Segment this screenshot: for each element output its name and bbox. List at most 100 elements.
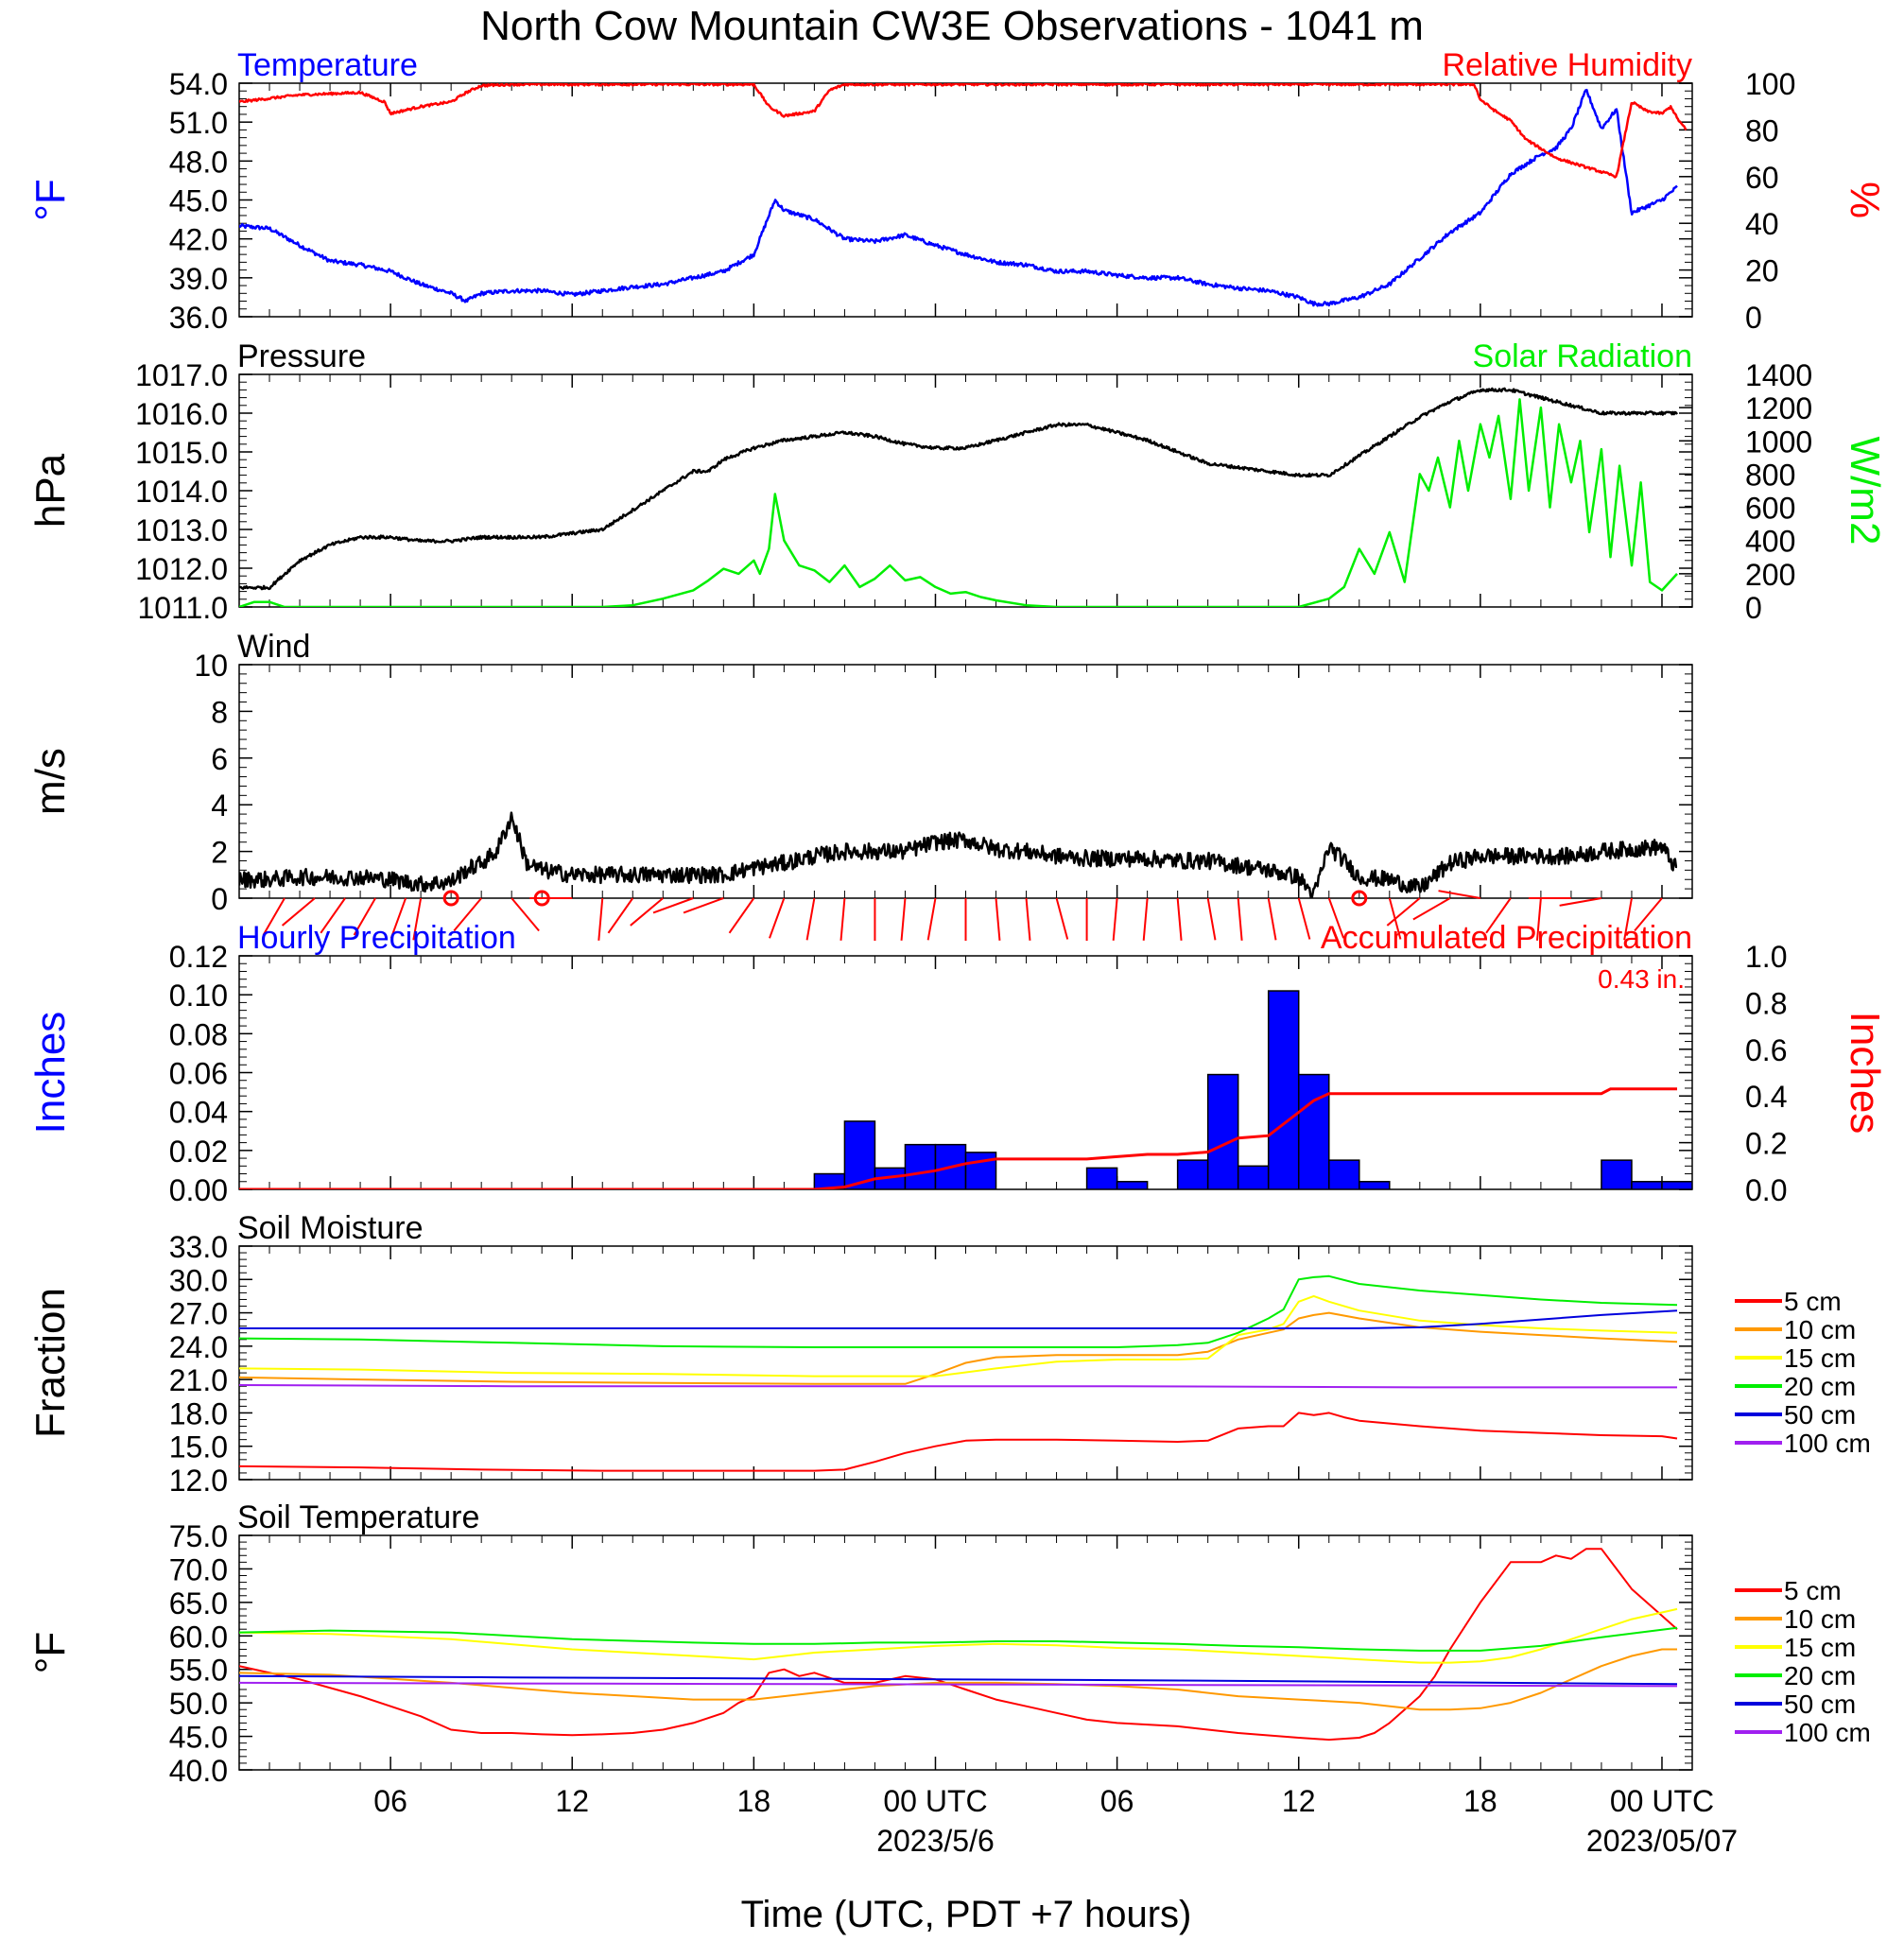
wind-barb — [453, 897, 482, 932]
wind-barb — [683, 897, 724, 914]
y-tick-label: 0.00 — [169, 1173, 228, 1207]
y-right-tick-label: 0 — [1745, 591, 1762, 625]
wind-barb — [281, 897, 316, 927]
wind-barb — [1485, 897, 1512, 934]
panel-title-left: Wind — [237, 629, 310, 665]
panel-title-right: Accumulated Precipitation — [1321, 920, 1692, 956]
series-line-temperature — [239, 88, 1678, 307]
series-line-wind — [239, 811, 1678, 898]
x-date-label: 2023/05/07 — [1586, 1824, 1738, 1858]
total-precip-label: 0.43 in. — [1598, 964, 1685, 994]
legend-label: 10 cm — [1784, 1604, 1856, 1634]
wind-barb — [900, 897, 907, 941]
y-axis-label: °F — [27, 179, 74, 220]
precip-bar — [843, 1120, 876, 1189]
y-tick-label: 0.10 — [169, 979, 228, 1013]
x-tick-label: 00 UTC — [883, 1784, 987, 1818]
y-tick-label: 45.0 — [169, 184, 228, 218]
y-right-tick-label: 0.6 — [1745, 1033, 1787, 1067]
wind-calm-marker — [442, 890, 459, 907]
panel-wind: 0 2 4 6 8 10 Wind m/s — [27, 629, 1693, 941]
plot-area — [239, 990, 1692, 1189]
wind-barb — [1025, 897, 1031, 941]
y-tick-label: 15.0 — [169, 1430, 228, 1464]
y-tick-label: 2 — [211, 836, 228, 870]
y-tick-label: 45.0 — [169, 1721, 228, 1755]
y-tick-label: 18.0 — [169, 1396, 228, 1430]
y-right-tick-label: 20 — [1745, 254, 1779, 288]
panel-title-left: Soil Temperature — [237, 1499, 479, 1535]
precip-bar — [1267, 990, 1300, 1189]
wind-barb — [320, 897, 346, 934]
y-right-tick-label: 1200 — [1745, 391, 1812, 425]
precip-bar — [934, 1143, 967, 1189]
plot-area — [239, 811, 1678, 898]
y-tick-label: 1016.0 — [135, 397, 228, 431]
y-axis-label: Fraction — [27, 1288, 74, 1438]
series-line-5-cm — [239, 1548, 1678, 1742]
y-tick-label: 12.0 — [169, 1464, 228, 1498]
y-tick-label: 0 — [211, 882, 228, 916]
y-tick-label: 65.0 — [169, 1586, 228, 1620]
wind-barb — [805, 897, 816, 941]
y-tick-label: 6 — [211, 742, 228, 776]
wind-barb — [412, 897, 423, 941]
chart-title: North Cow Mountain CW3E Observations - 1… — [480, 3, 1424, 49]
series-line-20-cm — [239, 1274, 1678, 1348]
wind-barb — [1055, 897, 1069, 940]
y-tick-label: 10 — [194, 649, 228, 683]
panel-title-left: Temperature — [237, 47, 418, 83]
wind-barb — [652, 897, 694, 914]
y-right-tick-label: 800 — [1745, 458, 1795, 492]
y-right-tick-label: 200 — [1745, 558, 1795, 592]
panel-title-right: Solar Radiation — [1473, 338, 1692, 374]
panel-soil-moisture: 12.015.018.021.024.027.030.033.0 Soil Moi… — [27, 1210, 1871, 1498]
series-line-relative-humidity — [239, 83, 1688, 179]
y-tick-label: 55.0 — [169, 1654, 228, 1688]
y-right-tick-label: 80 — [1745, 113, 1779, 147]
y-right-tick-label: 1000 — [1745, 425, 1812, 459]
panel-frame — [238, 373, 1693, 608]
panel-frame — [238, 664, 1693, 899]
y-axis-label: °F — [27, 1632, 74, 1673]
panel-precipitation: 0.00 0.02 0.04 0.06 0.08 0.10 0.12 0.0 0.2 0.4 0.6… — [27, 920, 1888, 1207]
wind-barb — [995, 897, 1001, 941]
y-tick-label: 60.0 — [169, 1620, 228, 1654]
series-line-50-cm — [239, 1674, 1678, 1686]
legend-label: 15 cm — [1784, 1343, 1856, 1373]
x-tick-label: 18 — [1463, 1784, 1497, 1818]
y-tick-label: 40.0 — [169, 1754, 228, 1788]
x-tick-label: 12 — [555, 1784, 589, 1818]
y-right-tick-label: 400 — [1745, 525, 1795, 559]
y-tick-label: 51.0 — [169, 106, 228, 140]
y-tick-label: 24.0 — [169, 1330, 228, 1364]
legend-label: 50 cm — [1784, 1690, 1856, 1719]
series-line-5-cm — [239, 1412, 1678, 1472]
legend-label: 5 cm — [1784, 1287, 1842, 1316]
wind-barb — [839, 897, 846, 941]
y-tick-label: 42.0 — [169, 223, 228, 257]
y-tick-label: 30.0 — [169, 1263, 228, 1297]
series-line-15-cm — [239, 1607, 1678, 1664]
y-right-tick-label: 60 — [1745, 161, 1779, 195]
wind-barb — [769, 897, 786, 939]
y-right-tick-label: 1400 — [1745, 358, 1812, 392]
series-line-100-cm — [239, 1384, 1677, 1389]
y-right-tick-label: 0.4 — [1745, 1080, 1787, 1114]
legend-label: 20 cm — [1784, 1661, 1856, 1690]
legend-label: 20 cm — [1784, 1372, 1856, 1401]
wind-barb — [597, 897, 604, 941]
series-line-20-cm — [239, 1626, 1678, 1652]
x-axis-label: Time (UTC, PDT +7 hours) — [741, 1894, 1192, 1935]
legend-label: 50 cm — [1784, 1400, 1856, 1430]
wind-barb — [1176, 897, 1183, 941]
y-right-tick-label: 1.0 — [1745, 940, 1787, 974]
wind-barb — [728, 897, 755, 934]
precip-bar — [1297, 1073, 1330, 1189]
y-tick-label: 50.0 — [169, 1687, 228, 1721]
y-tick-label: 39.0 — [169, 262, 228, 296]
precip-bar — [1328, 1159, 1360, 1189]
precip-bar — [1661, 1181, 1692, 1189]
panel-frame — [238, 82, 1693, 318]
